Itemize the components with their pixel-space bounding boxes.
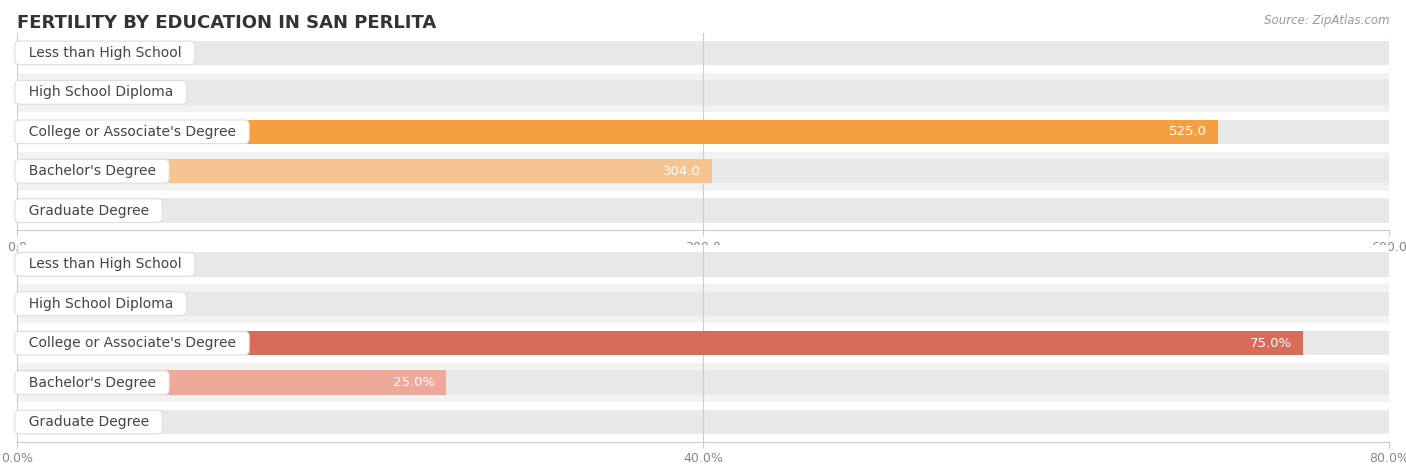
Text: Graduate Degree: Graduate Degree xyxy=(20,204,157,218)
Bar xyxy=(17,199,1389,223)
Text: Graduate Degree: Graduate Degree xyxy=(20,415,157,429)
Bar xyxy=(17,292,1389,316)
Bar xyxy=(17,252,1389,276)
Text: 0.0: 0.0 xyxy=(28,204,49,217)
Text: 525.0: 525.0 xyxy=(1168,125,1206,138)
Text: 0.0: 0.0 xyxy=(28,47,49,59)
Text: Less than High School: Less than High School xyxy=(20,46,190,60)
Bar xyxy=(17,402,1389,442)
Bar xyxy=(17,120,1389,144)
Text: Source: ZipAtlas.com: Source: ZipAtlas.com xyxy=(1264,14,1389,27)
Bar xyxy=(17,370,1389,395)
Bar xyxy=(17,370,446,395)
Bar xyxy=(17,41,1389,65)
Bar xyxy=(17,112,1389,152)
Bar xyxy=(17,80,1389,104)
Text: College or Associate's Degree: College or Associate's Degree xyxy=(20,336,245,350)
Text: Less than High School: Less than High School xyxy=(20,257,190,271)
Text: 25.0%: 25.0% xyxy=(392,376,434,389)
Text: 0.0%: 0.0% xyxy=(28,416,62,428)
Text: 75.0%: 75.0% xyxy=(1250,337,1292,350)
Bar xyxy=(17,245,1389,284)
Text: 0.0%: 0.0% xyxy=(28,297,62,310)
Text: FERTILITY BY EDUCATION IN SAN PERLITA: FERTILITY BY EDUCATION IN SAN PERLITA xyxy=(17,14,436,32)
Bar xyxy=(17,191,1389,230)
Text: 304.0: 304.0 xyxy=(664,165,702,178)
Text: 0.0: 0.0 xyxy=(28,86,49,99)
Text: College or Associate's Degree: College or Associate's Degree xyxy=(20,125,245,139)
Bar xyxy=(17,159,713,183)
Bar xyxy=(17,159,1389,183)
Text: High School Diploma: High School Diploma xyxy=(20,297,181,311)
Text: Bachelor's Degree: Bachelor's Degree xyxy=(20,164,165,178)
Bar xyxy=(17,120,1218,144)
Bar xyxy=(17,73,1389,112)
Bar xyxy=(17,363,1389,402)
Bar xyxy=(17,410,1389,434)
Text: Bachelor's Degree: Bachelor's Degree xyxy=(20,376,165,390)
Text: 0.0%: 0.0% xyxy=(28,258,62,271)
Bar xyxy=(17,331,1389,355)
Bar xyxy=(17,323,1389,363)
Bar xyxy=(17,284,1389,323)
Bar xyxy=(17,152,1389,191)
Bar xyxy=(17,331,1303,355)
Bar xyxy=(17,33,1389,73)
Text: High School Diploma: High School Diploma xyxy=(20,86,181,99)
